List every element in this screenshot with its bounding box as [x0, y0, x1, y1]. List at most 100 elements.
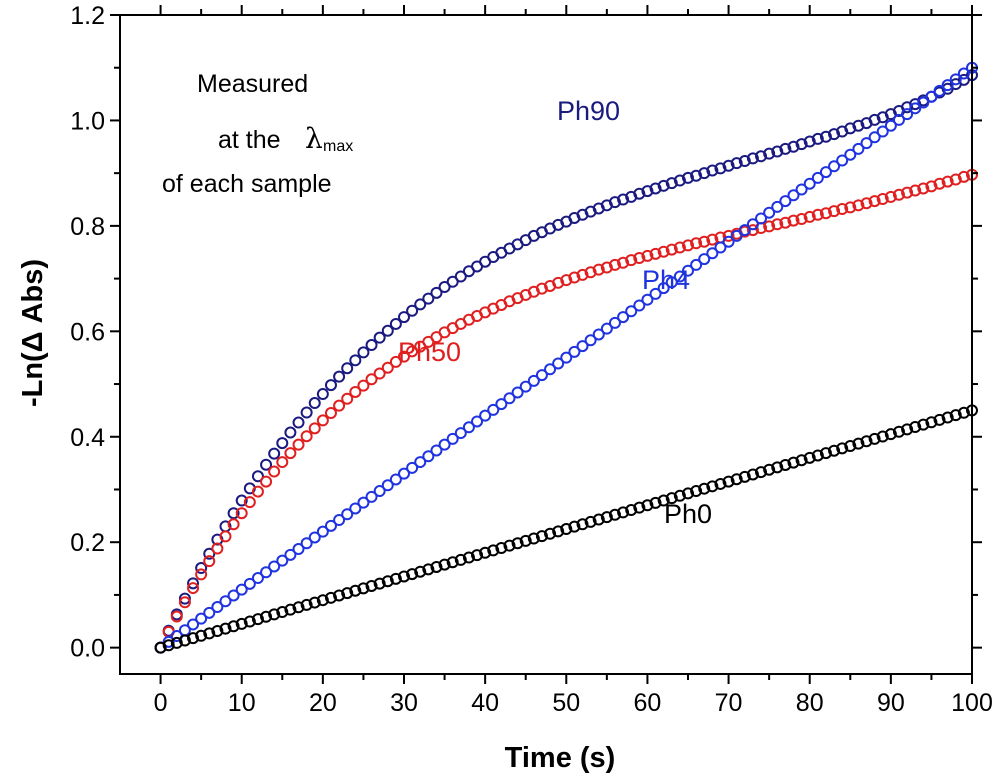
data-point [633, 299, 646, 312]
data-point [446, 432, 459, 445]
data-point [324, 519, 337, 532]
data-point [381, 324, 394, 337]
x-tick-label: 40 [471, 689, 499, 717]
data-point [868, 113, 881, 126]
data-point [771, 461, 784, 474]
data-point [779, 142, 792, 155]
data-point [828, 128, 841, 141]
data-point [722, 159, 735, 172]
data-point [803, 135, 816, 148]
data-point [746, 152, 759, 165]
data-point [292, 543, 305, 556]
data-point [884, 190, 897, 203]
y-tick-label: 1.2 [70, 2, 105, 30]
data-point [584, 266, 597, 279]
data-point [714, 162, 727, 175]
data-point [819, 130, 832, 143]
data-point [219, 622, 232, 635]
data-point [811, 171, 824, 184]
data-point [714, 241, 727, 254]
y-tick-label: 0.0 [70, 635, 105, 663]
data-point [584, 515, 597, 528]
data-point [876, 125, 889, 138]
data-point [162, 635, 175, 648]
data-point [341, 508, 354, 521]
data-point [949, 173, 962, 186]
data-point [235, 583, 248, 596]
data-point [649, 247, 662, 260]
data-point [649, 496, 662, 509]
data-point [406, 304, 419, 317]
data-point [178, 634, 191, 647]
data-point [665, 243, 678, 256]
data-point [876, 430, 889, 443]
data-point [300, 598, 313, 611]
labels-layer: 0 10 20 30 40 50 60 70 80 90 100 0.0 0.2 0.4 0.6 0.8 1.0… [70, 2, 993, 717]
data-point [333, 399, 346, 412]
data-point [787, 214, 800, 227]
data-point [633, 187, 646, 200]
data-point [771, 200, 784, 213]
data-point [422, 450, 435, 463]
data-point [308, 397, 321, 410]
data-point [909, 102, 922, 115]
data-point [333, 514, 346, 527]
series-ph90 [154, 69, 978, 654]
y-tick-label: 0.2 [70, 529, 105, 557]
data-point [600, 511, 613, 524]
data-point [260, 458, 273, 471]
data-point [430, 286, 443, 299]
data-point [657, 245, 670, 258]
data-point [438, 281, 451, 294]
data-point [527, 532, 540, 545]
data-point [414, 298, 427, 311]
data-point [454, 427, 467, 440]
data-point [195, 629, 208, 642]
data-point [901, 108, 914, 121]
data-point [398, 311, 410, 324]
x-tick-label: 20 [309, 689, 337, 717]
data-point [803, 210, 816, 223]
data-point [714, 477, 727, 490]
data-point [560, 351, 573, 364]
data-point [422, 563, 435, 576]
y-tick-label: 0.8 [70, 213, 105, 241]
data-point [430, 560, 443, 573]
data-point [454, 553, 467, 566]
data-point [365, 339, 378, 352]
data-point [227, 620, 240, 633]
data-point [592, 328, 605, 341]
data-point [868, 131, 881, 144]
data-point [154, 641, 167, 654]
x-tick-label: 50 [552, 689, 580, 717]
data-point [544, 527, 557, 540]
data-point [746, 218, 759, 231]
data-point [690, 169, 703, 182]
x-tick-label: 30 [390, 689, 418, 717]
data-point [535, 369, 548, 382]
data-point [892, 188, 905, 201]
data-point [657, 179, 670, 192]
data-point [349, 385, 362, 398]
data-point [284, 548, 297, 561]
data-point [349, 354, 362, 367]
data-point [454, 270, 467, 283]
data-point [187, 577, 200, 590]
data-point [949, 409, 962, 422]
data-point [617, 193, 630, 206]
data-point [706, 480, 719, 493]
y-tick-label: 0.4 [70, 424, 105, 452]
y-tick-label: 0.6 [70, 318, 105, 346]
data-point [576, 518, 589, 531]
data-point [284, 603, 297, 616]
data-point [284, 447, 297, 460]
data-point [633, 252, 646, 265]
data-point [617, 256, 630, 269]
data-point [333, 370, 346, 383]
data-point [690, 258, 703, 271]
data-point [892, 113, 905, 126]
annotation-line3: of each sample [162, 170, 332, 198]
data-point [211, 601, 224, 614]
data-point [901, 186, 914, 199]
data-point [811, 208, 824, 221]
